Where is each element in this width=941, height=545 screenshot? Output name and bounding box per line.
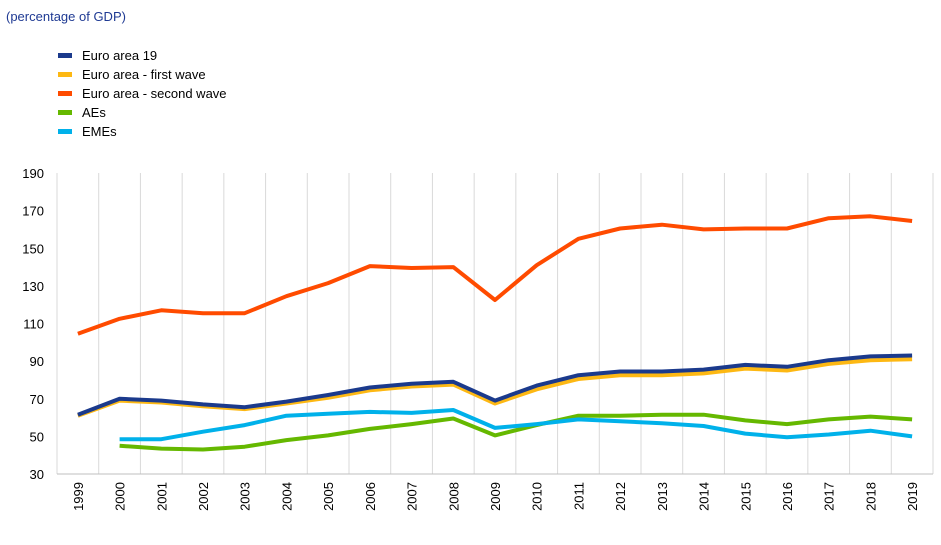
x-tick-label: 2010 [530, 482, 545, 511]
x-tick-label: 2019 [905, 482, 920, 511]
series-line-emes [119, 408, 913, 442]
y-tick-label: 190 [22, 166, 44, 181]
x-tick-label: 2017 [822, 482, 837, 511]
legend-label: Euro area - second wave [82, 86, 227, 101]
x-tick-label: 2004 [279, 482, 294, 511]
x-tick-label: 2015 [738, 482, 753, 511]
x-tick-label: 2008 [446, 482, 461, 511]
x-tick-label: 2009 [488, 482, 503, 511]
x-tick-label: 1999 [71, 482, 86, 511]
x-tick-label: 2012 [613, 482, 628, 511]
series-line-euro-area-second-wave [77, 214, 913, 336]
legend-label: AEs [82, 105, 106, 120]
x-tick-label: 2011 [571, 482, 586, 510]
legend-item-aes: AEs [58, 103, 227, 122]
legend-label: Euro area 19 [82, 48, 158, 63]
y-tick-label: 50 [30, 429, 44, 444]
legend-item-euro-area-second-wave: Euro area - second wave [58, 84, 227, 103]
x-tick-label: 2018 [863, 482, 878, 511]
y-tick-label: 170 [22, 204, 44, 219]
x-tick-label: 2002 [196, 482, 211, 511]
legend-item-euro-area-first-wave: Euro area - first wave [58, 65, 227, 84]
x-tick-label: 2016 [780, 482, 795, 511]
legend-item-euro-area-19: Euro area 19 [58, 46, 227, 65]
legend-label: EMEs [82, 124, 117, 139]
x-tick-label: 2001 [154, 482, 169, 511]
legend-swatch [58, 53, 72, 58]
y-tick-label: 150 [22, 241, 44, 256]
chart-legend: Euro area 19 Euro area - first wave Euro… [58, 46, 227, 141]
y-tick-label: 70 [30, 392, 44, 407]
y-tick-label: 130 [22, 279, 44, 294]
x-tick-label: 2007 [405, 482, 420, 511]
series-line-euro-area-19 [77, 353, 913, 417]
x-tick-label: 2000 [113, 482, 128, 511]
legend-swatch [58, 129, 72, 134]
legend-swatch [58, 91, 72, 96]
x-tick-label: 2014 [697, 482, 712, 511]
x-tick-label: 2005 [321, 482, 336, 511]
x-tick-label: 2006 [363, 482, 378, 511]
legend-swatch [58, 110, 72, 115]
legend-item-emes: EMEs [58, 122, 227, 141]
y-tick-label: 90 [30, 354, 44, 369]
legend-label: Euro area - first wave [82, 67, 206, 82]
y-tick-label: 30 [30, 467, 44, 482]
chart-subtitle: (percentage of GDP) [6, 9, 126, 24]
x-tick-label: 2003 [238, 482, 253, 511]
y-tick-label: 110 [23, 317, 44, 332]
series-line-aes [119, 412, 913, 452]
legend-swatch [58, 72, 72, 77]
x-tick-label: 2013 [655, 482, 670, 511]
